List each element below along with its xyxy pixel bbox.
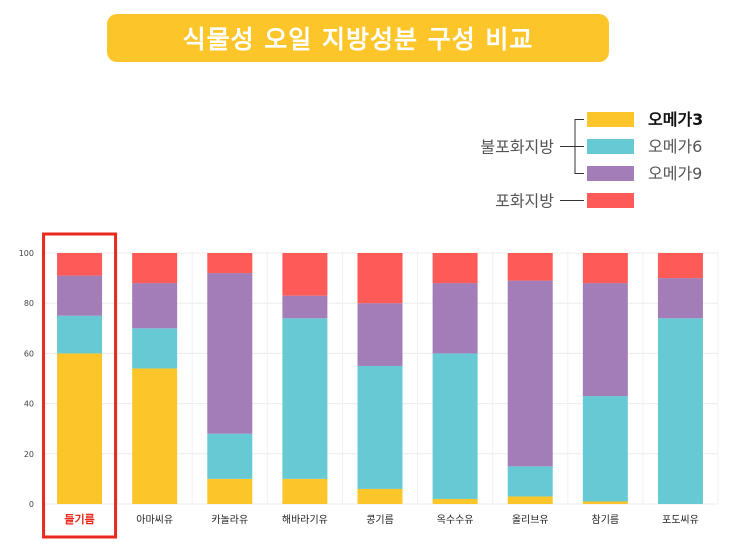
- bar-segment: [357, 253, 403, 304]
- bar-segment: [507, 496, 553, 504]
- x-tick-label: 올리브유: [512, 514, 549, 526]
- x-tick-label: 옥수수유: [437, 514, 474, 526]
- bars: [57, 253, 703, 504]
- x-tick-label: 참기름: [592, 514, 620, 526]
- title-banner: 식물성 오일 지방성분 구성 비교: [107, 14, 609, 62]
- legend-swatch: [587, 112, 634, 127]
- legend-swatch: [587, 193, 634, 208]
- x-tick-label: 해바라기유: [282, 513, 328, 526]
- bar-segment: [282, 253, 328, 296]
- bar-segment: [207, 433, 253, 479]
- y-tick-label: 40: [24, 400, 34, 409]
- bar-segment: [357, 488, 403, 504]
- bar-segment: [507, 280, 553, 467]
- bar-segment: [657, 253, 703, 279]
- bar-segment: [57, 353, 103, 504]
- y-axis: 0 20 40 60 80 100: [19, 249, 34, 509]
- legend-label: 오메가9: [648, 164, 702, 183]
- x-tick-label: 포도씨유: [662, 514, 699, 526]
- legend-label: 오메가3: [648, 110, 703, 129]
- bar-segment: [132, 253, 178, 284]
- bar-segment: [132, 283, 178, 329]
- bar-segment: [282, 295, 328, 319]
- bar-segment: [582, 396, 628, 502]
- legend-group-unsaturated: 불포화지방: [480, 138, 554, 157]
- bar-segment: [582, 283, 628, 397]
- highlight-box: [42, 232, 118, 539]
- x-tick-label: 아마씨유: [136, 514, 173, 526]
- chart-title: 식물성 오일 지방성분 구성 비교: [182, 25, 534, 54]
- legend-group-saturated: 포화지방: [495, 192, 554, 211]
- bar-segment: [57, 275, 103, 316]
- bar-segment: [432, 283, 478, 354]
- x-tick-label: 들기름: [64, 512, 94, 526]
- bar-segment: [57, 253, 103, 276]
- bar-segment: [582, 501, 628, 504]
- bar-segment: [282, 318, 328, 479]
- bar-segment: [207, 253, 253, 274]
- legend-swatch: [587, 166, 634, 181]
- x-axis-labels: 들기름 아마씨유 카놀라유 해바라기유 콩기름 옥수수유 올리브유 참기름 포도씨유: [64, 512, 698, 526]
- y-tick-label: 100: [19, 249, 34, 258]
- y-tick-label: 60: [24, 349, 34, 358]
- y-tick-label: 80: [24, 299, 34, 308]
- bar-segment: [432, 498, 478, 504]
- bar-segment: [432, 253, 478, 284]
- bar-segment: [207, 478, 253, 504]
- y-tick-label: 20: [24, 450, 34, 459]
- y-tick-label: 0: [29, 500, 34, 509]
- legend-swatch: [587, 139, 634, 154]
- bar-segment: [357, 303, 403, 366]
- bar-segment: [657, 278, 703, 319]
- bar-segment: [132, 328, 178, 369]
- bar-segment: [582, 253, 628, 284]
- bar-segment: [282, 478, 328, 504]
- x-tick-label: 콩기름: [366, 514, 394, 526]
- bar-segment: [507, 253, 553, 281]
- bar-segment: [207, 273, 253, 434]
- bar-segment: [132, 368, 178, 504]
- bar-segment: [507, 466, 553, 497]
- x-tick-label: 카놀라유: [211, 514, 248, 526]
- bar-segment: [357, 365, 403, 489]
- bar-segment: [432, 353, 478, 499]
- bar-segment: [57, 315, 103, 354]
- legend-label: 오메가6: [648, 137, 702, 156]
- bar-segment: [657, 318, 703, 504]
